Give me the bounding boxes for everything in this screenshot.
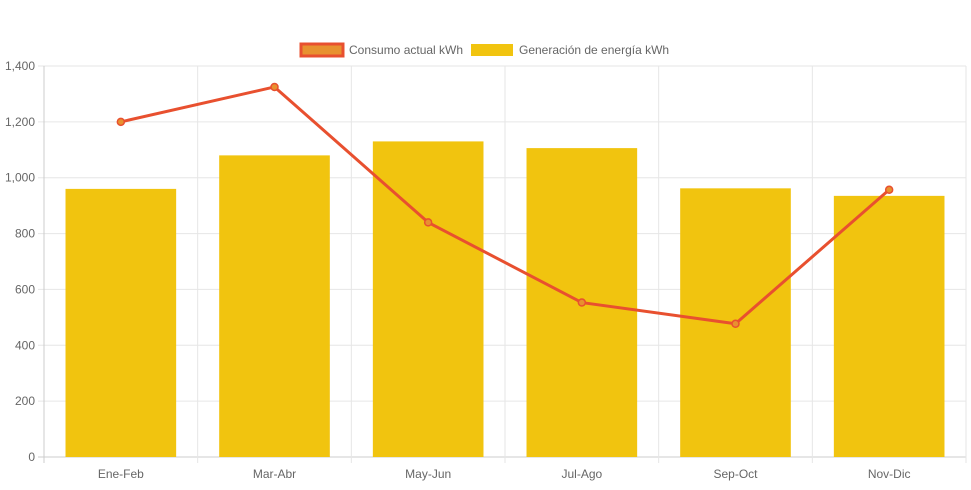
line-point[interactable] bbox=[884, 185, 894, 194]
bar[interactable] bbox=[372, 141, 484, 457]
x-tick-label: Mar-Abr bbox=[253, 467, 296, 481]
y-tick-label: 800 bbox=[15, 227, 35, 241]
bar-series bbox=[65, 141, 945, 458]
bar[interactable] bbox=[833, 195, 945, 457]
legend-swatch-consumo bbox=[299, 42, 345, 58]
line-point[interactable] bbox=[423, 218, 433, 227]
line-point[interactable] bbox=[270, 82, 279, 92]
grid-lines bbox=[38, 65, 967, 463]
line-point[interactable] bbox=[577, 298, 587, 307]
y-tick-label: 400 bbox=[15, 338, 35, 352]
x-tick-label: Jul-Ago bbox=[561, 467, 602, 481]
legend-swatch-generacion bbox=[471, 44, 513, 56]
x-tick-label: Sep-Oct bbox=[713, 467, 758, 481]
line-series bbox=[116, 82, 894, 329]
y-tick-label: 1,400 bbox=[5, 59, 35, 73]
legend-label-generacion[interactable]: Generación de energía kWh bbox=[519, 43, 669, 57]
y-tick-label: 600 bbox=[15, 282, 35, 296]
y-tick-label: 1,000 bbox=[5, 171, 35, 185]
x-tick-label: Nov-Dic bbox=[868, 467, 911, 481]
legend-label-consumo[interactable]: Consumo actual kWh bbox=[349, 43, 463, 57]
legend[interactable]: Consumo actual kWh Generación de energía … bbox=[299, 42, 669, 58]
bar[interactable] bbox=[65, 188, 177, 457]
series-line bbox=[120, 85, 891, 326]
x-tick-label: Ene-Feb bbox=[98, 467, 144, 481]
line-point[interactable] bbox=[731, 319, 740, 329]
bar[interactable] bbox=[219, 155, 330, 457]
y-tick-label: 200 bbox=[15, 394, 35, 408]
y-tick-label: 0 bbox=[28, 450, 35, 464]
y-tick-label: 1,200 bbox=[5, 115, 35, 129]
x-axis: Ene-Feb Mar-Abr May-Jun Jul-Ago Sep-Oct Nov-D… bbox=[98, 467, 911, 481]
y-axis: 0 200 400 600 800 1,000 1,200 1,400 bbox=[5, 59, 35, 464]
line-point[interactable] bbox=[116, 117, 126, 127]
x-tick-label: May-Jun bbox=[405, 467, 451, 481]
